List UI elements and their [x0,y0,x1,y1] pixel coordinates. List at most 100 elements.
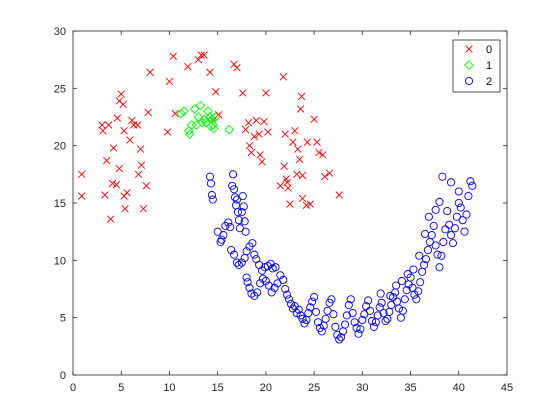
data-point-series-0 [279,73,287,81]
data-point-series-2 [270,283,279,292]
series-0 [77,51,343,223]
data-point-series-2 [412,295,421,304]
data-point-series-2 [392,281,401,290]
data-point-series-2 [387,301,396,310]
data-point-series-2 [230,250,239,259]
data-point-series-2 [237,258,246,267]
data-point-series-2 [450,224,459,233]
data-point-series-2 [239,202,248,211]
data-point-series-0 [137,161,146,169]
data-point-series-1 [201,117,211,128]
data-point-series-2 [346,295,355,304]
data-point-series-2 [224,218,233,227]
data-point-series-1 [208,123,219,134]
data-point-series-2 [454,198,463,208]
data-point-series-2 [237,208,246,217]
data-point-series-0 [325,169,334,177]
data-point-series-2 [448,239,458,248]
legend-entry-2: 2 [464,76,492,88]
data-point-series-0 [136,145,145,153]
data-point-series-0 [298,194,307,203]
x-tick-label: 35 [404,382,416,394]
data-point-series-0 [104,121,113,129]
data-point-series-0 [133,121,142,129]
data-point-series-2 [348,309,357,318]
data-point-series-0 [200,51,208,59]
data-point-series-2 [308,297,317,306]
data-point-series-2 [433,250,442,259]
data-point-series-2 [402,286,411,295]
data-point-series-1 [208,120,218,130]
data-point-series-0 [313,138,321,146]
data-point-series-2 [313,318,323,327]
data-point-series-0 [101,191,109,199]
data-point-series-2 [207,190,216,200]
data-point-series-2 [409,265,418,274]
data-point-series-0 [99,127,107,135]
data-point-series-2 [365,306,375,315]
data-point-series-2 [456,203,465,212]
data-point-series-2 [462,210,471,219]
data-point-series-2 [415,251,424,260]
data-point-series-0 [115,164,124,173]
plot-area [73,31,507,375]
x-tick-label: 0 [70,382,76,394]
data-point-series-0 [139,205,148,213]
data-point-series-0 [293,145,302,153]
data-point-series-2 [435,263,444,272]
data-point-series-0 [206,68,214,76]
data-point-series-0 [169,52,178,60]
data-point-series-0 [119,100,127,109]
data-point-series-0 [146,68,154,76]
data-point-series-1 [210,112,221,122]
data-point-series-2 [398,306,407,315]
data-point-series-2 [238,192,247,201]
legend-entry-1: 1 [464,60,492,72]
data-point-series-2 [258,274,268,283]
data-point-series-2 [217,235,226,244]
data-point-series-0 [258,158,266,166]
data-point-series-2 [234,216,243,225]
data-point-series-2 [379,309,388,318]
data-point-series-2 [435,197,444,206]
data-point-series-2 [298,314,307,323]
data-point-series-2 [460,227,469,236]
y-tick-label: 0 [60,370,66,382]
data-point-series-0 [264,128,272,136]
data-point-series-1 [184,129,195,140]
data-point-series-2 [445,220,454,229]
data-point-series-0 [109,144,118,152]
data-point-series-0 [130,121,138,129]
data-point-series-0 [126,136,134,144]
data-point-series-0 [296,105,305,113]
data-point-series-2 [420,229,430,239]
legend-marker-1 [464,60,474,70]
data-point-series-0 [245,141,254,150]
data-point-series-0 [134,170,143,179]
data-point-series-2 [261,276,270,286]
data-point-series-2 [373,311,382,320]
data-point-series-2 [234,260,243,269]
data-point-series-2 [253,288,262,297]
data-point-series-2 [229,170,238,179]
data-point-series-2 [337,333,346,342]
legend: 0 1 2 [452,39,501,93]
data-point-series-2 [271,263,280,272]
data-point-series-2 [429,221,438,230]
data-point-series-1 [189,104,200,114]
data-point-series-0 [184,62,192,71]
legend-label-1: 1 [486,60,492,72]
data-point-series-2 [245,283,254,292]
data-point-series-2 [284,295,294,304]
data-point-series-2 [311,307,321,316]
data-point-series-2 [248,239,257,248]
data-point-series-2 [247,289,256,298]
data-point-series-2 [464,192,473,201]
data-point-series-2 [458,216,467,225]
data-point-series-2 [342,311,351,320]
data-point-series-0 [241,125,250,134]
data-point-series-2 [394,304,404,313]
data-point-series-2 [452,212,461,221]
data-point-series-2 [369,322,378,331]
